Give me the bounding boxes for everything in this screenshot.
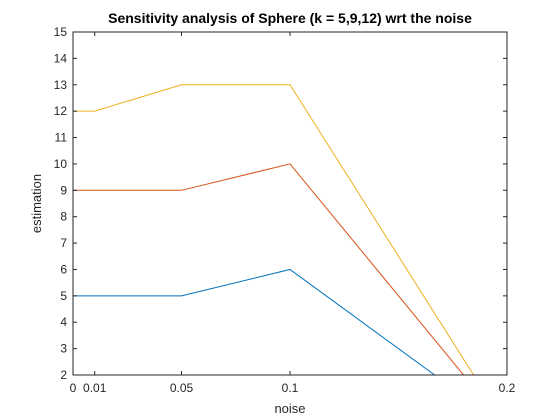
y-tick-label: 12: [54, 104, 68, 118]
axes-layer: 0 0.01 0.05 0.1 0.2 2 3 4 5 6 7 8 9 10 11 12 13 14 15: [54, 25, 516, 395]
y-tick-label: 2: [60, 368, 67, 382]
y-tick-label: 7: [60, 236, 67, 250]
y-tick-label: 5: [60, 289, 67, 303]
x-tick-label: 0.1: [282, 381, 299, 395]
x-axis-label: noise: [274, 401, 305, 416]
series-line-1: [73, 268, 436, 375]
y-axis-label: estimation: [29, 174, 44, 233]
y-tick-label: 8: [60, 210, 67, 224]
y-tick-label: 14: [54, 51, 68, 65]
series-line-3: [73, 84, 475, 375]
y-tick-label: 11: [55, 131, 68, 145]
axes-box: [72, 31, 508, 376]
y-tick-label: 13: [54, 78, 68, 92]
y-tick-label: 6: [60, 262, 67, 276]
y-tick-label: 15: [54, 25, 68, 39]
x-tick-label: 0.05: [170, 381, 194, 395]
x-tick-label: 0.2: [499, 381, 516, 395]
chart-title: Sensitivity analysis of Sphere (k = 5,9,…: [108, 10, 472, 26]
series-layer: [73, 84, 475, 375]
x-tick-label: 0.01: [83, 381, 107, 395]
series-line-2: [73, 163, 465, 375]
y-tick-label: 3: [60, 342, 67, 356]
y-tick-label: 10: [54, 157, 68, 171]
x-tick-label: 0: [70, 381, 77, 395]
y-tick-label: 9: [60, 183, 67, 197]
y-tick-label: 4: [60, 315, 67, 329]
